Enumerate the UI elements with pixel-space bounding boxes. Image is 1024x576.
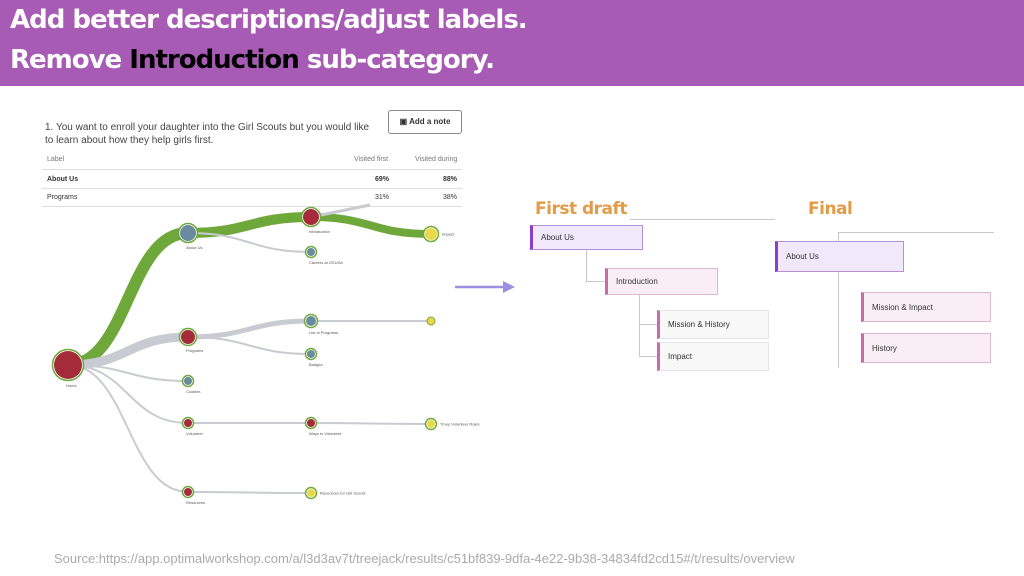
tree-node-fill xyxy=(184,377,192,385)
arrow xyxy=(455,281,515,293)
line xyxy=(586,250,587,282)
line xyxy=(630,219,775,220)
link xyxy=(63,332,193,370)
cell: 69% xyxy=(375,176,390,183)
tree-node: History xyxy=(861,333,991,363)
line xyxy=(639,324,657,325)
node-label: About Us xyxy=(186,245,202,250)
cell: About Us xyxy=(47,176,79,183)
tree-node xyxy=(426,316,436,326)
tree-node-fill xyxy=(180,225,196,241)
line xyxy=(639,356,657,357)
link xyxy=(187,336,312,355)
node-label: Programs xyxy=(186,348,203,353)
link xyxy=(183,212,316,238)
question: 1. You want to enroll your daughter into… xyxy=(45,122,370,146)
node-label: Introduction xyxy=(309,229,330,234)
cell: 88% xyxy=(443,176,458,183)
text: Remove xyxy=(10,45,122,75)
link xyxy=(62,227,194,371)
cell: 31% xyxy=(375,194,390,201)
link xyxy=(67,364,189,424)
tree-node-fill xyxy=(184,419,192,427)
tree-node-fill xyxy=(425,228,437,240)
node-label: Volunteer xyxy=(186,431,204,436)
section-title: First draft xyxy=(535,199,628,219)
tree-node: About Us xyxy=(775,241,904,272)
tree-node-fill xyxy=(303,209,319,225)
tree-node-fill xyxy=(184,488,192,496)
tree-node: Impact xyxy=(657,342,769,371)
line xyxy=(639,294,640,356)
node-label: Resources xyxy=(186,500,205,505)
highlight: Introduction xyxy=(129,45,300,75)
col-header: Visited first xyxy=(354,156,389,163)
node-label: List of Programs xyxy=(309,330,338,335)
header-band: Add better descriptions/adjust labels. R… xyxy=(0,0,1024,86)
cell: Programs xyxy=(47,194,78,201)
node-label: Cookies xyxy=(186,389,200,394)
cell: 38% xyxy=(443,194,458,201)
tree-node-fill xyxy=(307,350,315,358)
tree-node-fill xyxy=(307,419,315,427)
node-label: Impact xyxy=(442,232,455,237)
tree-node-fill xyxy=(307,248,315,256)
tree-node-fill xyxy=(306,316,316,326)
node-label: Troop Volunteer Roles xyxy=(440,422,480,427)
text: sub-category. xyxy=(306,45,495,75)
node-label: Home xyxy=(66,383,77,388)
header-line: Remove Introduction sub-category. xyxy=(10,45,495,75)
line xyxy=(838,232,994,233)
node-label: Careers at GSUSA xyxy=(309,260,343,265)
link xyxy=(185,318,314,340)
tree-node: Introduction xyxy=(605,268,718,295)
line xyxy=(586,281,605,282)
rule xyxy=(42,169,462,170)
pietree: Home About Us Introduction Careers at GSUSA… xyxy=(51,203,480,505)
header-line: Add better descriptions/adjust labels. xyxy=(10,5,528,35)
tree-node: Mission & History xyxy=(657,310,769,339)
node-label: Badges xyxy=(309,362,323,367)
button-label: Add a note xyxy=(409,117,451,126)
tree-node-fill xyxy=(54,351,82,379)
link xyxy=(187,232,312,253)
line xyxy=(838,232,839,368)
section-title: Final xyxy=(808,199,853,219)
tree-node-fill xyxy=(181,330,195,344)
screenshot: 1. You want to enroll your daughter into… xyxy=(30,95,480,530)
link xyxy=(307,213,435,238)
link xyxy=(67,364,189,493)
rule xyxy=(42,206,462,207)
col-header: Visited during xyxy=(415,156,458,163)
node-label: Ways to Volunteer xyxy=(309,431,342,436)
col-header: Label xyxy=(47,156,65,163)
node-label: Resources for Girl Scouts xyxy=(320,491,366,496)
link xyxy=(67,364,189,382)
link xyxy=(187,491,312,494)
tree-node-fill xyxy=(307,489,315,497)
tree-node: About Us xyxy=(530,225,643,250)
link xyxy=(310,422,432,425)
tree-node-fill xyxy=(427,420,435,428)
rule xyxy=(42,188,462,189)
source: Source:https://app.optimalworkshop.com/a… xyxy=(54,551,795,566)
tree-node: Mission & Impact xyxy=(861,292,991,322)
add-note-button[interactable]: ▣ Add a note xyxy=(388,110,462,134)
